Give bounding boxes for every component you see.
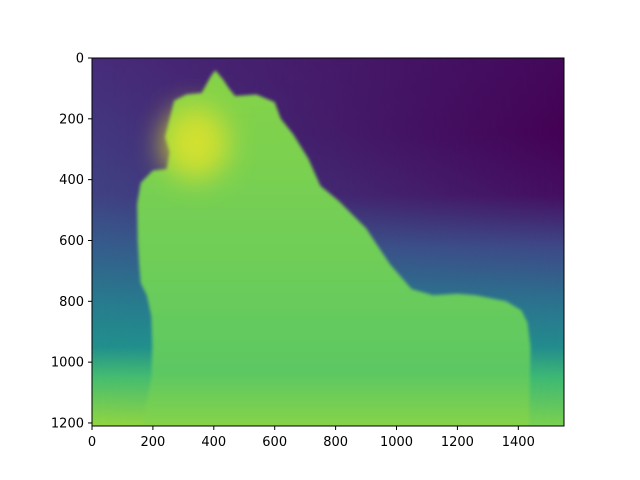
x-tick-label: 0: [88, 435, 96, 450]
x-tick-label: 200: [140, 435, 165, 450]
y-tick-label: 600: [59, 234, 84, 249]
foreground-object-region: [137, 70, 531, 426]
x-tick-label: 600: [262, 435, 287, 450]
plot-area: [92, 58, 564, 426]
x-axis: 0 200 400 600 800 1000 1200 1400: [88, 426, 535, 450]
x-tick-label: 400: [201, 435, 226, 450]
y-tick-label: 200: [59, 112, 84, 127]
x-tick-label: 1200: [441, 435, 474, 450]
highlight-region: [162, 106, 230, 180]
x-tick-label: 1000: [380, 435, 413, 450]
y-tick-label: 400: [59, 173, 84, 188]
x-tick-label: 800: [323, 435, 348, 450]
axes-frame: [91, 57, 565, 427]
y-tick-label: 800: [59, 295, 84, 310]
y-axis: 0 200 400 600 800 1000 1200: [51, 52, 92, 431]
y-tick-label: 1200: [51, 416, 84, 431]
y-tick-label: 0: [76, 52, 84, 67]
y-tick-label: 1000: [51, 356, 84, 371]
x-tick-label: 1400: [502, 435, 535, 450]
